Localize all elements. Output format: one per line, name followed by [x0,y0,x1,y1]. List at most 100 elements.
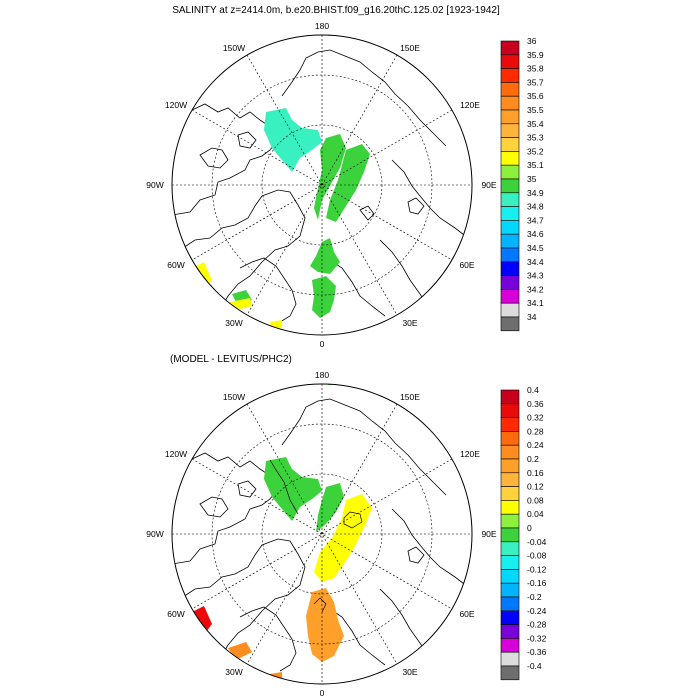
colorbar-swatch [500,151,520,166]
colorbar-swatch [500,178,520,194]
colorbar-swatch [500,500,520,515]
colorbar-tick-label: -0.16 [527,578,547,588]
colorbar-tick-label: -0.2 [527,592,542,602]
colorbar-swatch [500,109,520,125]
colorbar-tick-label: 0.32 [527,413,544,423]
colorbar-tick-label: 34.7 [527,215,544,225]
colorbar-swatch [500,651,520,667]
p1-lon-90w: 90W [146,180,163,190]
p1-lon-150w: 150W [223,43,245,53]
colorbar-tick-label: 35.7 [527,77,544,87]
colorbar-swatch [500,541,520,556]
colorbar-tick-label: 34.4 [527,257,544,267]
panel2-colorbar: 0.4 0.36 0.32 0.28 0.24 0.2 0.16 0.12 0.08 0.04 0 -… [500,385,547,681]
colorbar-tick-label: 35.5 [527,105,544,115]
colorbar-swatch [500,206,520,221]
colorbar-tick-label: -0.4 [527,661,542,671]
p2-lon-60w: 60W [167,609,184,619]
p2-lon-90e: 90E [481,529,496,539]
colorbar-swatch [500,417,520,432]
colorbar-swatch [500,569,520,584]
colorbar-tick-label: 0 [527,523,532,533]
panel1-coastlines [172,49,469,323]
colorbar-swatch [500,472,520,487]
panel1-colorbar: 36 35.9 35.8 35.7 35.6 35.5 35.4 35.3 35.2 35.1 35… [500,36,544,332]
colorbar-tick-label: 0.4 [527,385,539,395]
colorbar-tick-label: 34.5 [527,243,544,253]
panel1-map-boundary [171,34,473,336]
colorbar-tick-label: 35.1 [527,160,544,170]
colorbar-swatch [500,527,520,543]
p2-lon-150e: 150E [400,392,420,402]
colorbar-swatch [500,192,520,207]
colorbar-tick-label: 0.36 [527,399,544,409]
panel1-lon-labels: 180 150W 150E 120W 120E 90W 90E 60W 60E … [146,21,497,349]
p2-lon-180: 180 [315,370,329,380]
colorbar-tick-label: 34.3 [527,271,544,281]
figure-title: SALINITY at z=2414.0m, b.e20.BHIST.f09_g… [172,5,500,16]
colorbar-tick-label: -0.24 [527,606,547,616]
colorbar-swatch [500,316,520,332]
colorbar-tick-label: 34.6 [527,229,544,239]
colorbar-tick-label: 34.8 [527,202,544,212]
colorbar-swatch [500,610,520,625]
colorbar-tick-label: 35.8 [527,64,544,74]
colorbar-tick-label: 35.4 [527,119,544,129]
p1-lon-120w: 120W [165,100,187,110]
p1-lon-0: 0 [320,339,325,349]
colorbar-swatch [500,638,520,653]
panel1-graticule [172,35,472,335]
p1-lon-60w: 60W [167,260,184,270]
colorbar-swatch [500,486,520,501]
colorbar-swatch [500,123,520,138]
p2-lon-90w: 90W [146,529,163,539]
colorbar-tick-label: 0.04 [527,509,544,519]
colorbar-swatch [500,624,520,639]
colorbar-swatch [500,82,520,97]
colorbar-swatch [500,582,520,598]
colorbar-tick-label: -0.36 [527,647,547,657]
colorbar-tick-label: 35.3 [527,133,544,143]
colorbar-tick-label: 35.2 [527,146,544,156]
p2-lon-60e: 60E [459,609,474,619]
colorbar-tick-label: 35.6 [527,91,544,101]
colorbar-tick-label: 0.08 [527,495,544,505]
colorbar-swatch [500,555,520,570]
p1-lon-60e: 60E [459,260,474,270]
colorbar-swatch [500,68,520,83]
colorbar-tick-label: -0.32 [527,633,547,643]
panel2-map: 180 150W 150E 120W 120E 90W 90E 60W 60E … [146,370,497,698]
p2-lon-30w: 30W [225,667,242,677]
panel2-difference-field [192,384,372,682]
colorbar-tick-label: -0.08 [527,551,547,561]
colorbar-swatch [500,289,520,304]
colorbar-tick-label: 34 [527,312,537,322]
colorbar-tick-label: 0.16 [527,468,544,478]
colorbar-swatch [500,458,520,474]
colorbar-tick-label: 35.9 [527,50,544,60]
colorbar-swatch [500,137,520,152]
colorbar-swatch [500,403,520,418]
colorbar-swatch [500,596,520,612]
p2-lon-120e: 120E [460,449,480,459]
colorbar-tick-label: 34.9 [527,188,544,198]
colorbar-swatch [500,665,520,681]
panel2-map-boundary [171,383,473,685]
colorbar-swatch [500,513,520,529]
colorbar-tick-label: 0.2 [527,454,539,464]
p1-lon-30e: 30E [402,318,417,328]
p1-lon-180: 180 [315,21,329,31]
colorbar-swatch [500,247,520,263]
p2-lon-120w: 120W [165,449,187,459]
p1-lon-120e: 120E [460,100,480,110]
panel2-title: (MODEL - LEVITUS/PHC2) [170,354,292,365]
colorbar-swatch [500,220,520,235]
colorbar-swatch [500,444,520,460]
colorbar-swatch [500,431,520,446]
panel1-map: 180 150W 150E 120W 120E 90W 90E 60W 60E … [146,21,497,349]
colorbar-swatch [500,233,520,249]
colorbar-swatch [500,389,520,405]
colorbar-swatch [500,275,520,290]
colorbar-tick-label: 34.2 [527,284,544,294]
